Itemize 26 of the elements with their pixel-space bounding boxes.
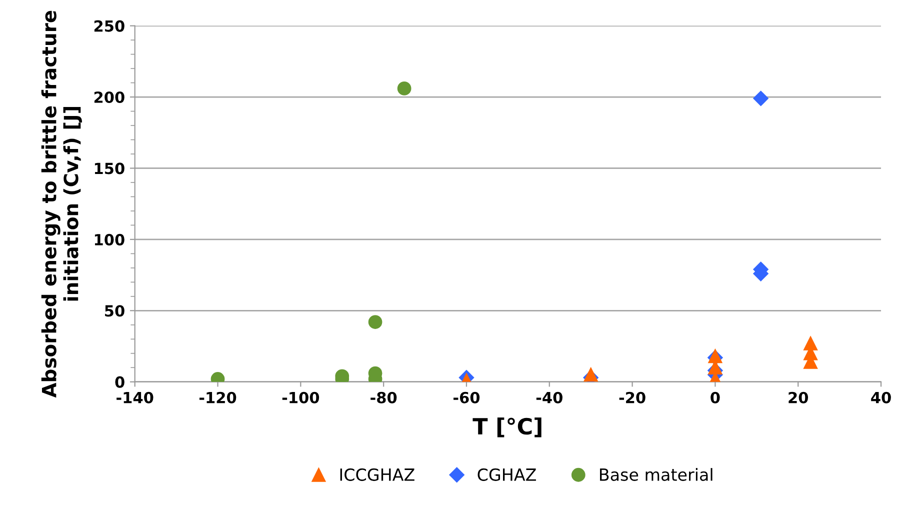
- y-tick-label: 250: [94, 20, 124, 32]
- y-tick-label: 50: [105, 305, 124, 317]
- y-tick-label: 100: [94, 234, 124, 246]
- x-tick-label: -140: [116, 392, 154, 404]
- x-tick-label: -80: [370, 392, 397, 404]
- x-tick-label: -60: [454, 392, 480, 404]
- legend-label: CGHAZ: [478, 468, 536, 481]
- point: [397, 82, 412, 96]
- x-tick-label: 20: [788, 392, 808, 404]
- point: [804, 336, 818, 350]
- legend-label: Base material: [600, 468, 712, 481]
- y-tick-label: 0: [115, 376, 124, 388]
- x-tick-label: -100: [282, 392, 320, 404]
- legend-label: ICCGHAZ: [340, 468, 414, 481]
- x-tick-label: -40: [536, 392, 562, 404]
- x-tick-label: -120: [199, 392, 236, 404]
- x-tick-label: -20: [619, 392, 646, 404]
- x-axis-title: T [°C]: [472, 417, 542, 438]
- x-tick-label: 40: [871, 392, 891, 404]
- y-tick-label: 200: [94, 91, 124, 104]
- y-axis-title: Absorbed energy to brittle fracture initiation (Cv,f) [J]: [41, 10, 82, 398]
- point: [368, 315, 382, 329]
- point: [753, 90, 768, 106]
- x-tick-label: 0: [710, 392, 720, 404]
- y-tick-label: 150: [94, 162, 124, 174]
- point: [335, 369, 350, 382]
